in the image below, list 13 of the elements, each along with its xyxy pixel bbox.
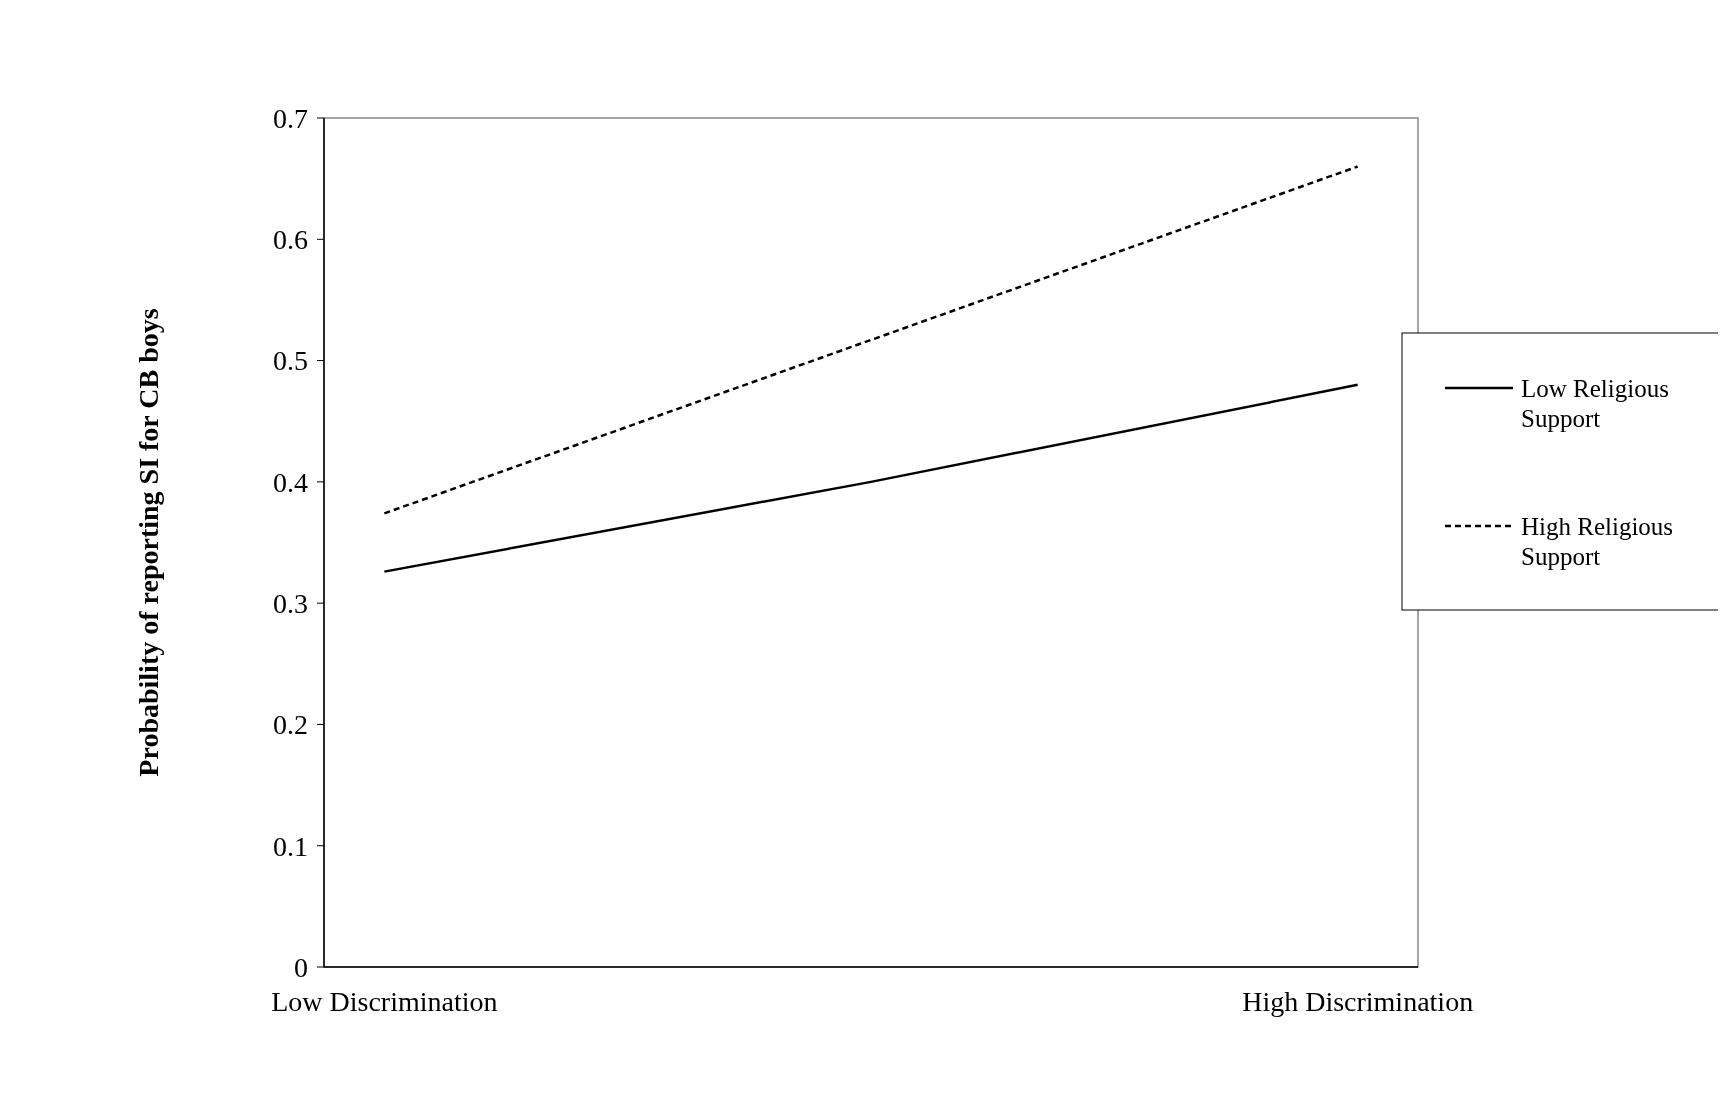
legend-label: Low Religious Support [1521,374,1669,432]
y-tick-label: 0.2 [273,709,308,741]
x-tick-label: Low Discrimination [271,986,498,1017]
y-tick-label: 0.4 [273,466,308,498]
y-tick-label: 0.6 [273,224,308,256]
y-axis-title: Probability of reporting SI for CB boys [133,308,164,777]
legend-label: High Religious Support [1521,512,1674,570]
x-tick-label: High Discrimination [1242,986,1474,1017]
y-tick-label: 0 [294,951,308,983]
y-tick-label: 0.5 [273,345,308,377]
y-tick-label: 0.1 [273,830,308,862]
y-tick-label: 0.7 [273,102,308,134]
y-tick-label: 0.3 [273,587,308,619]
